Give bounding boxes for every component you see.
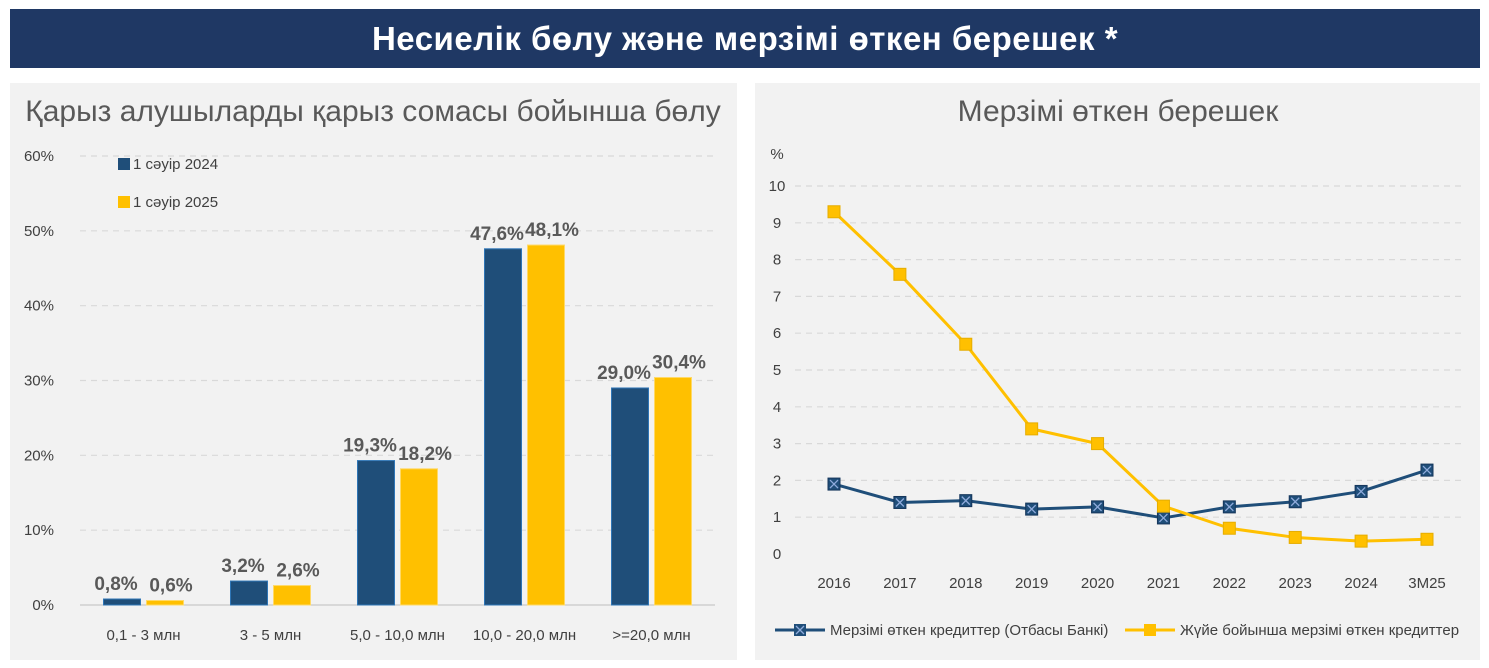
page-title: Несиелік бөлу және мерзімі өткен берешек… <box>371 19 1119 57</box>
bar <box>273 585 311 606</box>
x-tick-label: 2023 <box>1279 575 1312 592</box>
x-tick-label: 5,0 - 10,0 млн <box>350 627 445 644</box>
data-point <box>959 337 973 351</box>
bar <box>103 598 141 606</box>
y-tick-label: 10 <box>769 178 786 195</box>
x-tick-label: 2017 <box>883 575 916 592</box>
point-marker-x <box>829 479 839 489</box>
line-chart: Мерзімі өткен берешек% 0 1 2 3 4 5 6 7 8 9 10 2016 20… <box>769 95 1465 639</box>
y-tick-label: 2 <box>773 472 781 489</box>
legend-label: Мерзімі өткен кредиттер (Отбасы Банкі) <box>830 622 1108 639</box>
legend-swatch <box>118 158 130 170</box>
bar <box>146 600 184 606</box>
y-tick-label: 6 <box>773 325 781 342</box>
data-label: 3,2% <box>221 556 264 577</box>
legend-label: 1 сәуір 2024 <box>133 156 218 173</box>
x-tick-label: 2016 <box>817 575 850 592</box>
y-tick-label: 10% <box>24 522 54 539</box>
point-marker-x <box>1158 513 1168 523</box>
y-axis-unit: % <box>770 146 783 163</box>
data-label: 30,4% <box>652 353 706 374</box>
bar <box>611 387 649 606</box>
x-tick-label: 2024 <box>1344 575 1377 592</box>
series-line <box>833 468 1428 520</box>
data-label: 0,8% <box>94 574 137 595</box>
line-chart-title: Мерзімі өткен берешек <box>958 95 1280 128</box>
data-point <box>1354 534 1368 548</box>
data-point <box>1222 521 1236 535</box>
bar <box>484 248 522 606</box>
bar-chart: Қарыз алушыларды қарыз сомасы бойынша бө… <box>24 95 721 644</box>
x-tick-label: 3 - 5 млн <box>240 627 302 644</box>
x-tick-label: 3M25 <box>1408 575 1446 592</box>
y-tick-label: 7 <box>773 288 781 305</box>
y-tick-label: 3 <box>773 436 781 453</box>
y-tick-label: 5 <box>773 362 781 379</box>
data-label: 2,6% <box>276 561 319 582</box>
data-point <box>893 267 907 281</box>
point-marker-x <box>1290 497 1300 507</box>
bar <box>357 460 395 606</box>
x-tick-label: 2022 <box>1213 575 1246 592</box>
point-marker-x <box>1027 504 1037 514</box>
point-marker-x <box>1224 502 1234 512</box>
data-point <box>1091 437 1105 451</box>
data-label: 19,3% <box>343 436 397 457</box>
legend-marker-x <box>795 625 805 635</box>
data-point <box>1025 422 1039 436</box>
y-tick-label: 60% <box>24 148 54 165</box>
x-tick-label: 2019 <box>1015 575 1048 592</box>
point-marker-x <box>961 496 971 506</box>
x-tick-label: 10,0 - 20,0 млн <box>473 627 576 644</box>
bar <box>654 377 692 606</box>
y-tick-label: 20% <box>24 447 54 464</box>
y-tick-label: 50% <box>24 223 54 240</box>
bar-chart-title: Қарыз алушыларды қарыз сомасы бойынша бө… <box>25 95 721 128</box>
point-marker-x <box>1356 486 1366 496</box>
bar <box>230 580 268 606</box>
x-tick-label: >=20,0 млн <box>612 627 690 644</box>
legend-marker <box>1144 624 1156 636</box>
data-point <box>1288 530 1302 544</box>
point-marker-x <box>1093 502 1103 512</box>
bar <box>400 468 438 606</box>
legend-label: Жүйе бойынша мерзімі өткен кредиттер <box>1180 622 1459 639</box>
series-line <box>832 210 1428 543</box>
data-point <box>827 205 841 219</box>
legend-swatch <box>118 196 130 208</box>
x-tick-label: 2018 <box>949 575 982 592</box>
y-tick-label: 0% <box>32 597 54 614</box>
data-label: 47,6% <box>470 224 524 245</box>
data-point <box>1156 499 1170 513</box>
y-tick-label: 8 <box>773 252 781 269</box>
y-tick-label: 0 <box>773 546 781 563</box>
data-label: 29,0% <box>597 363 651 384</box>
y-tick-label: 40% <box>24 298 54 315</box>
bar-chart-panel: Қарыз алушыларды қарыз сомасы бойынша бө… <box>10 83 737 660</box>
x-tick-label: 2020 <box>1081 575 1114 592</box>
point-marker-x <box>1422 465 1432 475</box>
header-banner: Несиелік бөлу және мерзімі өткен берешек… <box>10 9 1480 68</box>
y-tick-label: 1 <box>773 509 781 526</box>
bar <box>527 244 565 606</box>
y-tick-label: 9 <box>773 215 781 232</box>
data-label: 48,1% <box>525 220 579 241</box>
line-chart-panel: Мерзімі өткен берешек% 0 1 2 3 4 5 6 7 8 9 10 2016 20… <box>755 83 1480 660</box>
legend-label: 1 сәуір 2025 <box>133 194 218 211</box>
x-tick-label: 2021 <box>1147 575 1180 592</box>
x-tick-label: 0,1 - 3 млн <box>106 627 180 644</box>
data-point <box>1420 532 1434 546</box>
data-label: 18,2% <box>398 444 452 465</box>
data-label: 0,6% <box>149 576 192 597</box>
y-tick-label: 4 <box>773 399 781 416</box>
y-tick-label: 30% <box>24 373 54 390</box>
point-marker-x <box>895 498 905 507</box>
